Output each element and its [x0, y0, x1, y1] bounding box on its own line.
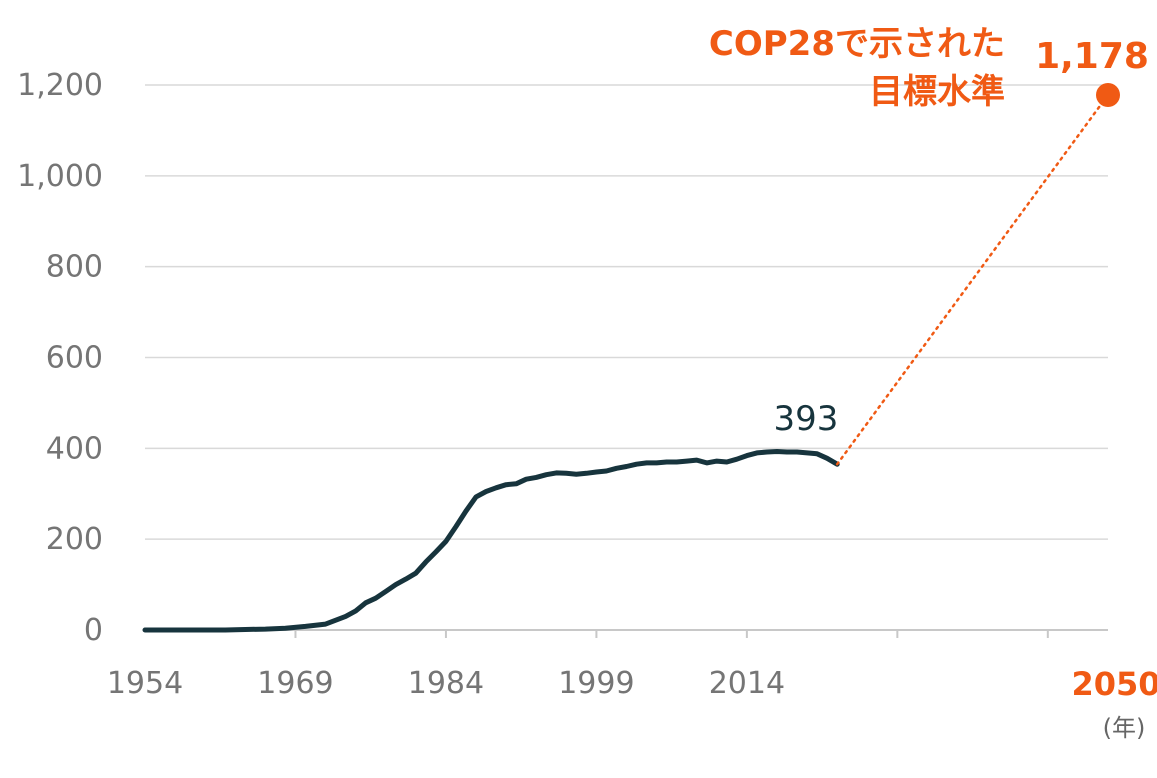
target-year-label: 2050 [1071, 665, 1157, 703]
y-axis-labels: 0 200 400 600 800 1,000 1,200 [17, 68, 103, 648]
annotation-line-2: 目標水準 [869, 72, 1005, 112]
current-value-label: 393 [774, 399, 839, 439]
unit-label: (年) [1103, 714, 1146, 742]
target-value-label: 1,178 [1035, 36, 1149, 77]
y-tick-label: 800 [46, 250, 103, 285]
y-tick-label: 200 [46, 522, 103, 557]
y-tick-label: 1,000 [17, 159, 103, 194]
x-tick-label: 2014 [709, 666, 785, 701]
y-tick-label: 0 [84, 613, 103, 648]
x-tick-label: 1984 [408, 666, 484, 701]
y-tick-label: 400 [46, 431, 103, 466]
target-point [1096, 82, 1120, 107]
y-tick-label: 600 [46, 341, 103, 376]
x-axis-ticks: 1954 1969 1984 1999 2014 [107, 630, 1049, 701]
series-layer [142, 82, 1120, 633]
x-tick-label: 1969 [257, 666, 333, 701]
actual-series-line [142, 449, 840, 633]
x-tick-label: 1999 [558, 666, 634, 701]
grid-lines [145, 84, 1108, 540]
target-projection-line [835, 93, 1110, 466]
annotation-line-1: COP28で示された [709, 24, 1005, 64]
x-tick-label: 1954 [107, 666, 183, 701]
y-tick-label: 1,200 [17, 68, 103, 103]
